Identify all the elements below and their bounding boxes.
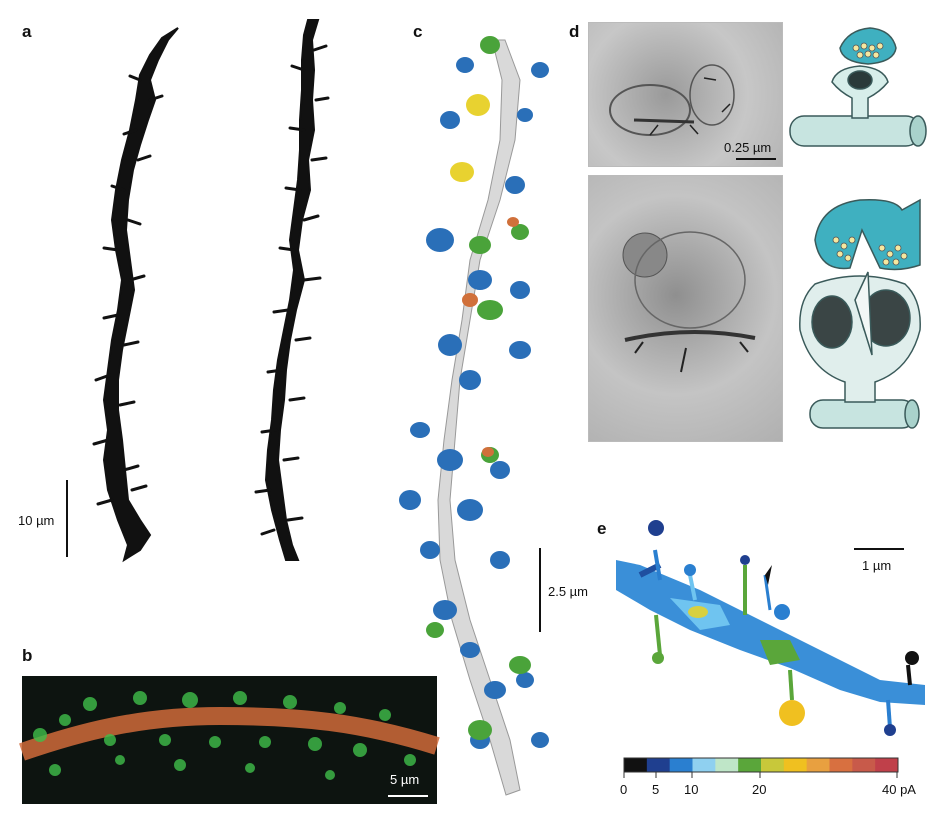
colorbar-tick-10: 10 bbox=[684, 782, 699, 797]
red-dendrite-band bbox=[19, 706, 440, 761]
colorbar-tick-0: 0 bbox=[620, 782, 628, 797]
colorbar-segment bbox=[738, 758, 762, 772]
panel-label-b: b bbox=[22, 646, 33, 665]
colorbar-ticks bbox=[623, 772, 898, 778]
green-spine-puncta bbox=[33, 691, 416, 780]
colorbar-segment bbox=[806, 758, 830, 772]
panel-label-d: d bbox=[569, 22, 580, 41]
scale-label-b: 5 µm bbox=[390, 772, 420, 787]
scale-label-d: 0.25 µm bbox=[724, 140, 772, 155]
colorbar-segment bbox=[852, 758, 876, 772]
colorbar-tick-20: 20 bbox=[752, 782, 767, 797]
panel-label-e: e bbox=[597, 519, 607, 538]
colorbar-segment bbox=[829, 758, 853, 772]
colorbar-segment bbox=[669, 758, 693, 772]
scale-label-a: 10 µm bbox=[18, 513, 55, 528]
colorbar-segment bbox=[783, 758, 808, 772]
scale-label-e: 1 µm bbox=[862, 558, 892, 573]
dendrite-silhouette-right bbox=[254, 19, 330, 561]
panel-label-c: c bbox=[413, 22, 423, 41]
spine-boutons-blue bbox=[399, 57, 549, 749]
fluorescence-image bbox=[22, 676, 437, 804]
colorbar-segment bbox=[692, 758, 716, 772]
spine-boutons-yellow bbox=[450, 94, 490, 182]
em-image-bottom bbox=[588, 175, 783, 442]
scale-label-c: 2.5 µm bbox=[548, 584, 589, 599]
colorbar-segment bbox=[646, 758, 671, 772]
colorbar-segment bbox=[624, 758, 648, 772]
colorbar-segment bbox=[875, 758, 899, 772]
colorbar bbox=[624, 758, 899, 772]
colorbar-segment bbox=[715, 758, 739, 772]
schematic-thin-spine bbox=[789, 27, 927, 147]
colorbar-tick-5: 5 bbox=[652, 782, 660, 797]
spine-boutons-orange bbox=[462, 217, 519, 457]
dendrite-silhouette-left bbox=[92, 27, 179, 563]
dendrite-current-map bbox=[616, 560, 925, 705]
spine-boutons-green bbox=[426, 36, 531, 740]
colorbar-tick-40: 40 pA bbox=[882, 782, 916, 797]
schematic-perforated-spine bbox=[799, 198, 921, 429]
panel-label-a: a bbox=[22, 22, 32, 41]
colorbar-segment bbox=[761, 758, 785, 772]
spine-heads-current bbox=[648, 520, 919, 736]
dendrite-shaft-3d bbox=[437, 39, 521, 796]
